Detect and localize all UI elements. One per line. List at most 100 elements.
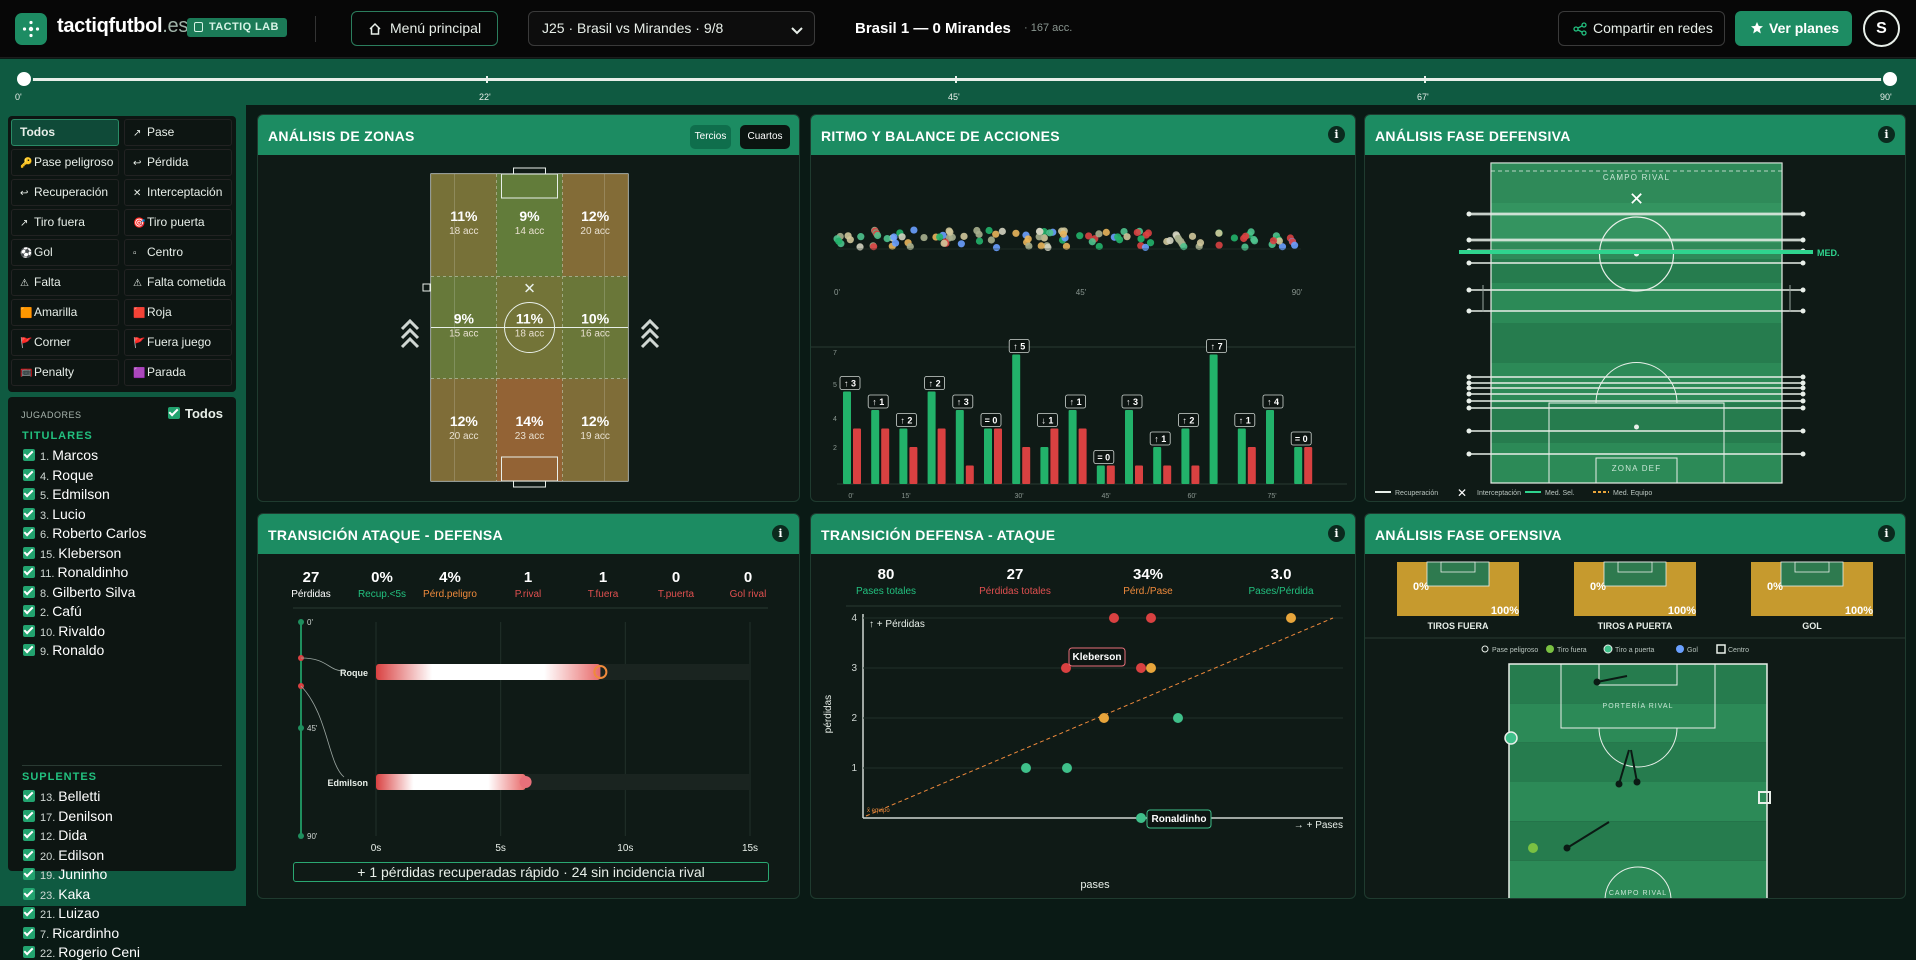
player-row[interactable]: 4. Roque [23,467,93,483]
filter-chip-p-rdida[interactable]: ↩ Pérdida [124,149,232,176]
checkbox[interactable] [23,507,35,520]
main-menu-button[interactable]: Menú principal [351,11,498,46]
info-icon[interactable]: i [772,525,789,542]
info-icon[interactable]: i [1328,525,1345,542]
zone-percent: 10% [581,311,610,327]
filter-chip-centro[interactable]: ▫ Centro [124,239,232,266]
info-icon[interactable]: i [1878,525,1895,542]
slider-start-handle[interactable] [15,70,33,88]
brand-name[interactable]: tactiqfutbol.es [57,15,189,37]
checkbox[interactable] [23,566,35,578]
share-button[interactable]: Compartir en redes [1558,11,1725,46]
checkbox[interactable] [23,946,35,958]
filter-chip-interceptaci-n[interactable]: ✕ Interceptación [124,179,232,206]
filter-chip-pase[interactable]: ↗ Pase [124,119,232,146]
player-row[interactable]: 13. Belletti [23,788,100,804]
checkbox[interactable] [23,644,35,656]
checkbox[interactable] [23,624,35,637]
checkbox[interactable] [23,449,35,461]
time-range-slider[interactable]: 0' 22' 45' 67' 90' [0,59,1916,105]
timeline-label: 45' [948,92,960,102]
slider-end-handle[interactable] [1881,70,1899,88]
filter-chip-penalty[interactable]: 🥅 Penalty [11,359,119,386]
player-row[interactable]: 17. Denilson [23,808,113,824]
event-dot [1275,237,1283,245]
checkbox[interactable] [23,907,35,919]
filter-chip-amarilla[interactable]: 🟧 Amarilla [11,299,119,326]
checkbox[interactable] [23,790,35,802]
player-number: 20. [40,850,56,863]
toggle-cuartos[interactable]: Cuartos [740,125,790,149]
checkbox[interactable] [23,868,35,880]
match-select[interactable]: J25 · Brasil vs Mirandes · 9/8 [528,11,815,46]
player-row[interactable]: 20. Edilson [23,847,104,863]
player-row[interactable]: 2. Cafú [23,603,82,619]
player-row[interactable]: 19. Juninho [23,866,107,882]
panel-header: TRANSICIÓN DEFENSA - ATAQUE i [811,514,1355,554]
filter-chip-roja[interactable]: 🟥 Roja [124,299,232,326]
player-row[interactable]: 12. Dida [23,827,87,843]
player-row[interactable]: 5. Edmilson [23,486,110,502]
balance-badge [1149,431,1171,446]
zone-actions: 20 acc [449,431,478,442]
filter-chip-fuera-juego[interactable]: 🚩 Fuera juego [124,329,232,356]
player-row[interactable]: 6. Roberto Carlos [23,525,146,541]
info-icon[interactable]: i [1328,126,1345,143]
player-row[interactable]: 1. Marcos [23,447,98,463]
player-row[interactable]: 11. Ronaldinho [23,564,128,580]
filter-chip-todos[interactable]: Todos [11,119,119,146]
checkbox[interactable] [23,848,35,861]
player-row[interactable]: 15. Kleberson [23,545,121,561]
event-dot [857,233,865,241]
filter-label: Fuera juego [147,335,212,349]
filter-chip-tiro-puerta[interactable]: 🎯 Tiro puerta [124,209,232,236]
scatter-point [1136,813,1146,823]
player-row[interactable]: 10. Rivaldo [23,623,105,639]
player-row[interactable]: 23. Kaka [23,886,90,902]
player-row[interactable]: 22. Rogerio Ceni [23,944,140,960]
checkbox[interactable] [23,887,35,900]
info-icon[interactable]: i [1878,126,1895,143]
checkbox[interactable] [23,809,35,822]
checkbox[interactable] [23,829,35,841]
balance-label: ↑ 2 [1182,416,1194,426]
event-dot [975,230,983,238]
checkbox[interactable] [23,468,35,481]
player-row[interactable]: 7. Ricardinho [23,925,119,941]
select-all-players[interactable]: Todos [168,406,223,421]
plans-button[interactable]: Ver planes [1735,11,1852,46]
checkbox[interactable] [23,488,35,500]
player-row[interactable]: 8. Gilberto Silva [23,584,135,600]
filter-chip-falta[interactable]: ⚠ Falta [11,269,119,296]
player-number: 17. [40,811,56,824]
filter-chip-corner[interactable]: 🚩 Corner [11,329,119,356]
filter-chip-parada[interactable]: 🟪 Parada [124,359,232,386]
minute-dot [298,619,304,625]
filter-chip-falta-cometida[interactable]: ⚠ Falta cometida [124,269,232,296]
checkbox[interactable] [23,585,35,598]
filter-chip-gol[interactable]: ⚽ Gol [11,239,119,266]
recovery-dot [1466,287,1472,293]
avatar[interactable]: S [1863,10,1900,47]
duration-bar [376,664,601,680]
checkbox[interactable] [168,407,180,419]
filter-chip-tiro-fuera[interactable]: ↗ Tiro fuera [11,209,119,236]
toggle-tercios[interactable]: Tercios [690,125,731,149]
checkbox[interactable] [23,546,35,559]
home-icon [369,22,381,35]
event-dot [920,233,928,242]
checkbox[interactable] [23,527,35,539]
logo-icon[interactable] [15,13,47,45]
zones-pitch[interactable]: 11% 18 acc 9% 14 acc 12% 20 acc 9% 15 acc 11% 18 … [258,115,800,502]
filter-chip-recuperaci-n[interactable]: ↩ Recuperación [11,179,119,206]
axis-label: 15' [901,493,910,500]
filter-chip-pase-peligroso[interactable]: 🔑 Pase peligroso [11,149,119,176]
player-row[interactable]: 9. Ronaldo [23,642,104,658]
player-row[interactable]: 21. Luizao [23,905,100,921]
player-row[interactable]: 3. Lucio [23,506,86,522]
slider-track[interactable] [24,78,1892,81]
filter-icon: ▫ [133,248,137,259]
checkbox[interactable] [23,605,35,617]
checkbox[interactable] [23,926,35,939]
bar-negative [1078,428,1087,484]
